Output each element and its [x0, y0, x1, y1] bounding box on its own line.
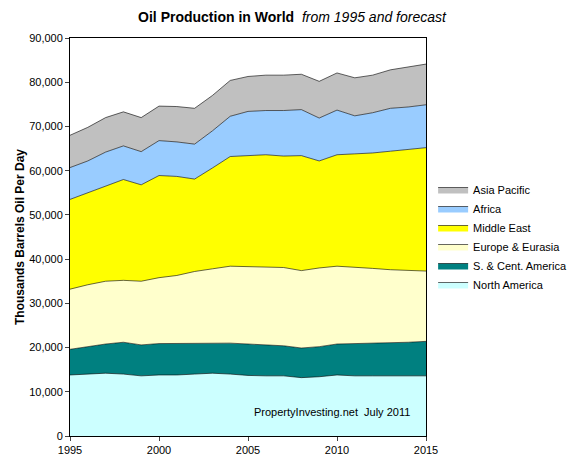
svg-text:50,000: 50,000 [29, 209, 63, 221]
svg-text:30,000: 30,000 [29, 297, 63, 309]
svg-text:60,000: 60,000 [29, 165, 63, 177]
svg-text:90,000: 90,000 [29, 32, 63, 44]
svg-text:2000: 2000 [147, 444, 171, 456]
svg-text:10,000: 10,000 [29, 386, 63, 398]
svg-text:80,000: 80,000 [29, 76, 63, 88]
svg-text:2015: 2015 [414, 444, 438, 456]
svg-text:2010: 2010 [325, 444, 349, 456]
svg-text:Europe & Eurasia: Europe & Eurasia [473, 241, 560, 253]
svg-text:0: 0 [57, 430, 63, 442]
svg-text:Africa: Africa [473, 203, 502, 215]
svg-text:1995: 1995 [58, 444, 82, 456]
svg-text:PropertyInvesting.net July 20: PropertyInvesting.net July 2011 [254, 406, 410, 418]
svg-text:2005: 2005 [236, 444, 260, 456]
svg-text:Asia Pacific: Asia Pacific [473, 184, 530, 196]
svg-text:20,000: 20,000 [29, 341, 63, 353]
svg-text:70,000: 70,000 [29, 120, 63, 132]
svg-text:Thousands Barrels Oil Per Day: Thousands Barrels Oil Per Day [13, 149, 27, 325]
svg-text:North America: North America [473, 279, 544, 291]
svg-text:40,000: 40,000 [29, 253, 63, 265]
svg-text:S. & Cent. America: S. & Cent. America [473, 260, 567, 272]
svg-text:Oil Production in World from: Oil Production in World from 1995 and fo… [138, 9, 447, 25]
svg-text:Middle East: Middle East [473, 222, 530, 234]
